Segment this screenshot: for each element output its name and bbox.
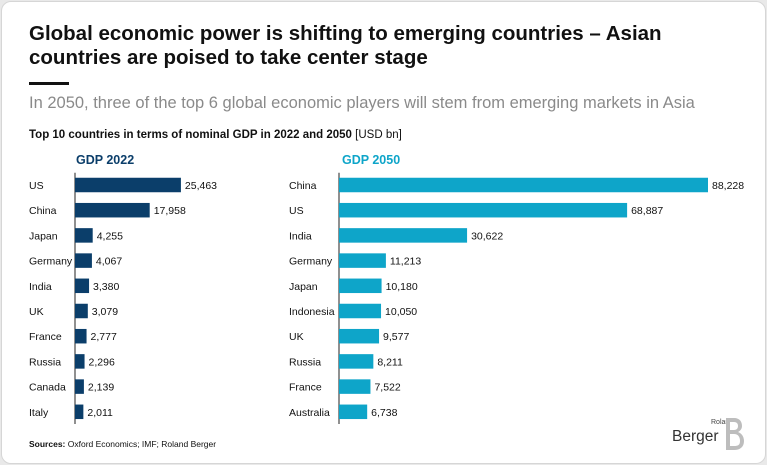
value-label: 7,522 <box>374 382 400 394</box>
value-label: 6,738 <box>371 407 397 419</box>
category-label: Japan <box>29 230 58 242</box>
bar <box>339 177 708 193</box>
bar <box>75 303 88 319</box>
value-label: 11,213 <box>390 256 421 268</box>
sources-note: Sources: Oxford Economics; IMF; Roland B… <box>29 439 216 450</box>
category-label: India <box>289 230 312 242</box>
category-label: France <box>289 382 322 394</box>
value-label: 2,139 <box>88 382 114 394</box>
value-label: 2,777 <box>91 331 117 343</box>
category-label: Russia <box>289 356 321 368</box>
value-label: 3,079 <box>92 306 118 318</box>
category-label: China <box>29 205 57 217</box>
value-label: 9,577 <box>383 331 409 343</box>
category-label: US <box>289 205 304 217</box>
category-label: Australia <box>289 407 330 419</box>
value-label: 3,380 <box>93 281 119 293</box>
category-label: India <box>29 281 52 293</box>
value-label: 4,067 <box>96 256 122 268</box>
bar <box>339 404 368 420</box>
chart-title-unit: [USD bn] <box>355 129 402 141</box>
category-label: US <box>29 180 44 192</box>
bar <box>75 202 150 218</box>
bar <box>339 202 628 218</box>
value-label: 8,211 <box>377 356 403 368</box>
bar <box>75 328 87 344</box>
bar <box>75 379 84 394</box>
bar <box>75 253 92 268</box>
category-label: France <box>29 331 62 343</box>
page-title: Global economic power is shifting to eme… <box>29 22 662 69</box>
title-underline <box>29 82 69 85</box>
logo-text-roland: Roland <box>711 419 734 426</box>
value-label: 68,887 <box>631 205 663 217</box>
value-label: 4,255 <box>97 230 123 242</box>
bar <box>339 328 380 344</box>
bar <box>339 228 468 243</box>
value-label: 10,180 <box>386 281 418 293</box>
category-label: UK <box>29 306 44 318</box>
chart-title-main: Top 10 countries in terms of nominal GDP… <box>29 129 352 141</box>
sources-label: Sources: <box>29 439 66 449</box>
value-label: 88,228 <box>712 180 744 192</box>
chart-title: Top 10 countries in terms of nominal GDP… <box>29 128 402 142</box>
bar <box>339 354 374 369</box>
category-label: Canada <box>29 382 66 394</box>
page-subtitle: In 2050, three of the top 6 global econo… <box>29 94 695 112</box>
sources-text: Oxford Economics; IMF; Roland Berger <box>67 439 217 449</box>
category-label: China <box>289 180 317 192</box>
value-label: 10,050 <box>385 306 417 318</box>
bar <box>75 404 84 420</box>
category-label: Japan <box>289 281 318 293</box>
category-label: Germany <box>29 256 73 268</box>
value-label: 2,011 <box>87 407 113 419</box>
category-label: Germany <box>289 256 333 268</box>
bar <box>75 228 93 243</box>
value-label: 2,296 <box>89 356 115 368</box>
bar <box>75 278 90 294</box>
roland-berger-logo: Roland Berger <box>672 416 747 454</box>
bar <box>339 379 371 394</box>
category-label: Russia <box>29 356 61 368</box>
category-label: UK <box>289 331 304 343</box>
bar <box>339 253 386 268</box>
value-label: 17,958 <box>154 205 186 217</box>
category-label: Indonesia <box>289 306 335 318</box>
value-label: 30,622 <box>471 230 503 242</box>
logo-b-mark-icon <box>726 418 744 450</box>
panel-title-gdp-2022: GDP 2022 <box>76 153 135 167</box>
logo-text-berger: Berger <box>672 428 719 445</box>
panel-title-gdp-2050: GDP 2050 <box>342 153 401 167</box>
bar <box>75 354 85 369</box>
bar <box>75 177 181 193</box>
bar <box>339 303 382 319</box>
bar <box>339 278 382 294</box>
value-label: 25,463 <box>185 180 217 192</box>
category-label: Italy <box>29 407 49 419</box>
